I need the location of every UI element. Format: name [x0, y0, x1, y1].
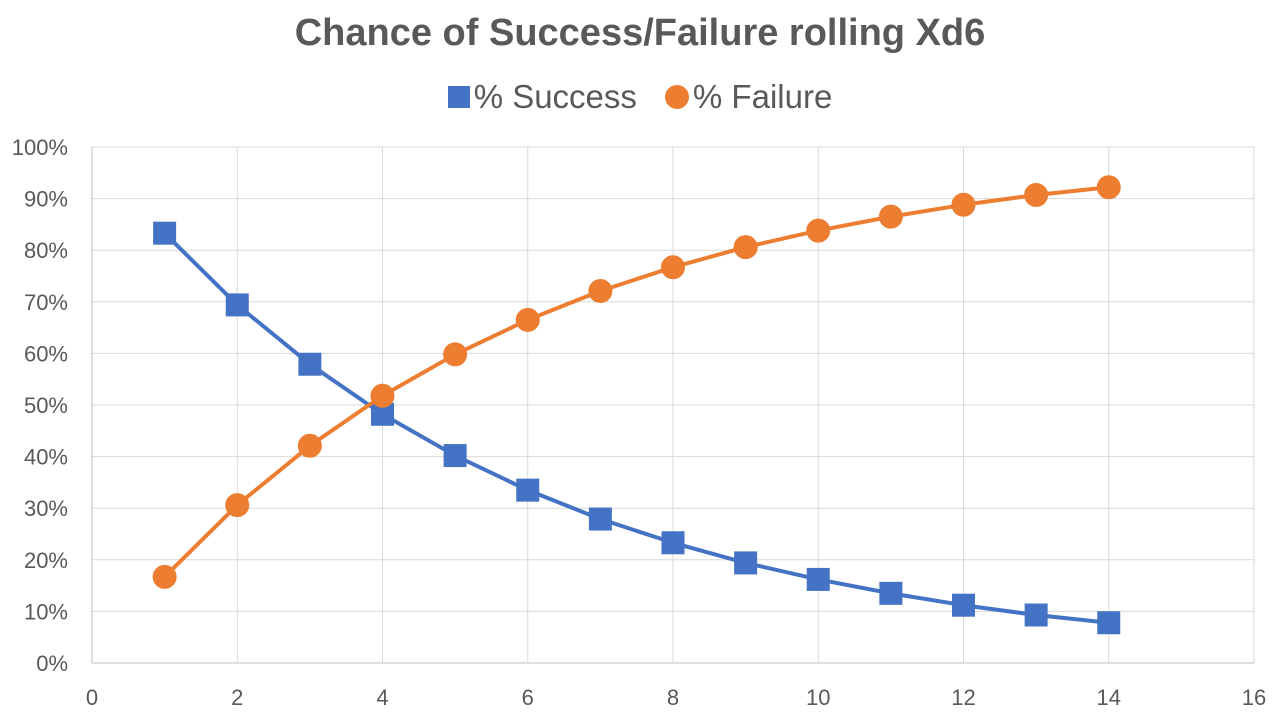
data-point-success — [661, 531, 685, 555]
legend: % Success % Failure — [0, 78, 1280, 116]
data-point-success — [1024, 603, 1048, 627]
data-point-failure — [733, 235, 758, 260]
data-point-failure — [297, 433, 322, 458]
chart-title: Chance of Success/Failure rolling Xd6 — [294, 12, 986, 54]
series-line — [163, 231, 1109, 625]
data-point-success — [879, 581, 903, 605]
y-tick-label: 40% — [24, 445, 68, 470]
data-point-success — [952, 593, 975, 617]
legend-circle-marker-icon — [664, 85, 689, 109]
data-point-failure — [152, 564, 177, 589]
series-line — [163, 185, 1109, 579]
legend-label-success: % Success — [473, 78, 637, 115]
y-tick-label: 70% — [24, 290, 68, 315]
x-tick-label: 10 — [806, 685, 830, 710]
legend-label-failure: % Failure — [692, 78, 833, 115]
data-point-success — [588, 507, 612, 531]
data-point-failure — [806, 218, 831, 243]
y-tick-label: 100% — [12, 135, 68, 160]
x-tick-label: 2 — [231, 685, 243, 710]
data-point-success — [298, 352, 322, 376]
x-tick-label: 4 — [376, 685, 388, 710]
x-tick-label: 16 — [1242, 685, 1266, 710]
data-point-failure — [515, 307, 540, 332]
data-point-success — [1097, 611, 1121, 635]
data-point-success — [225, 293, 249, 317]
y-tick-label: 80% — [24, 238, 68, 263]
y-tick-label: 0% — [36, 651, 68, 676]
data-point-failure — [370, 383, 395, 408]
legend-item-failure: % Failure — [664, 78, 833, 116]
x-tick-label: 12 — [951, 685, 975, 710]
data-point-failure — [225, 493, 250, 518]
data-point-success — [153, 221, 177, 245]
legend-item-success: % Success — [447, 78, 637, 116]
x-tick-label: 14 — [1097, 685, 1121, 710]
y-tick-label: 60% — [24, 341, 68, 366]
data-point-failure — [588, 278, 613, 303]
data-point-success — [806, 567, 830, 591]
data-point-failure — [951, 192, 976, 217]
data-point-failure — [443, 342, 468, 367]
x-tick-label: 8 — [667, 685, 679, 710]
y-tick-label: 90% — [24, 187, 68, 212]
legend-square-marker-icon — [447, 86, 470, 108]
data-point-failure — [1096, 175, 1121, 200]
y-tick-label: 10% — [24, 599, 68, 624]
data-point-success — [443, 444, 467, 468]
y-tick-label: 20% — [24, 548, 68, 573]
y-tick-label: 50% — [24, 393, 68, 418]
data-point-success — [734, 551, 758, 575]
data-point-failure — [878, 204, 903, 229]
y-tick-label: 30% — [24, 496, 68, 521]
data-point-success — [516, 478, 540, 502]
x-tick-label: 6 — [522, 685, 534, 710]
data-point-failure — [661, 255, 685, 280]
x-tick-label: 0 — [86, 685, 98, 710]
data-point-failure — [1024, 182, 1049, 207]
